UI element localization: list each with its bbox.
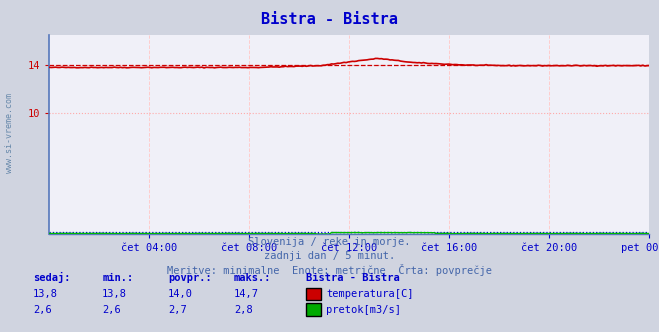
- Text: maks.:: maks.:: [234, 273, 272, 283]
- Text: povpr.:: povpr.:: [168, 273, 212, 283]
- Text: sedaj:: sedaj:: [33, 272, 71, 283]
- Text: pretok[m3/s]: pretok[m3/s]: [326, 305, 401, 315]
- Text: zadnji dan / 5 minut.: zadnji dan / 5 minut.: [264, 251, 395, 261]
- Text: 2,8: 2,8: [234, 305, 252, 315]
- Text: Bistra - Bistra: Bistra - Bistra: [261, 12, 398, 27]
- Text: min.:: min.:: [102, 273, 133, 283]
- Text: 14,0: 14,0: [168, 289, 193, 299]
- Text: 13,8: 13,8: [33, 289, 58, 299]
- Text: Bistra - Bistra: Bistra - Bistra: [306, 273, 400, 283]
- Text: www.si-vreme.com: www.si-vreme.com: [5, 93, 14, 173]
- Text: 13,8: 13,8: [102, 289, 127, 299]
- Text: 2,7: 2,7: [168, 305, 186, 315]
- Text: 2,6: 2,6: [33, 305, 51, 315]
- Text: 14,7: 14,7: [234, 289, 259, 299]
- Text: 2,6: 2,6: [102, 305, 121, 315]
- Text: temperatura[C]: temperatura[C]: [326, 289, 414, 299]
- Text: Meritve: minimalne  Enote: metrične  Črta: povprečje: Meritve: minimalne Enote: metrične Črta:…: [167, 264, 492, 276]
- Text: Slovenija / reke in morje.: Slovenija / reke in morje.: [248, 237, 411, 247]
